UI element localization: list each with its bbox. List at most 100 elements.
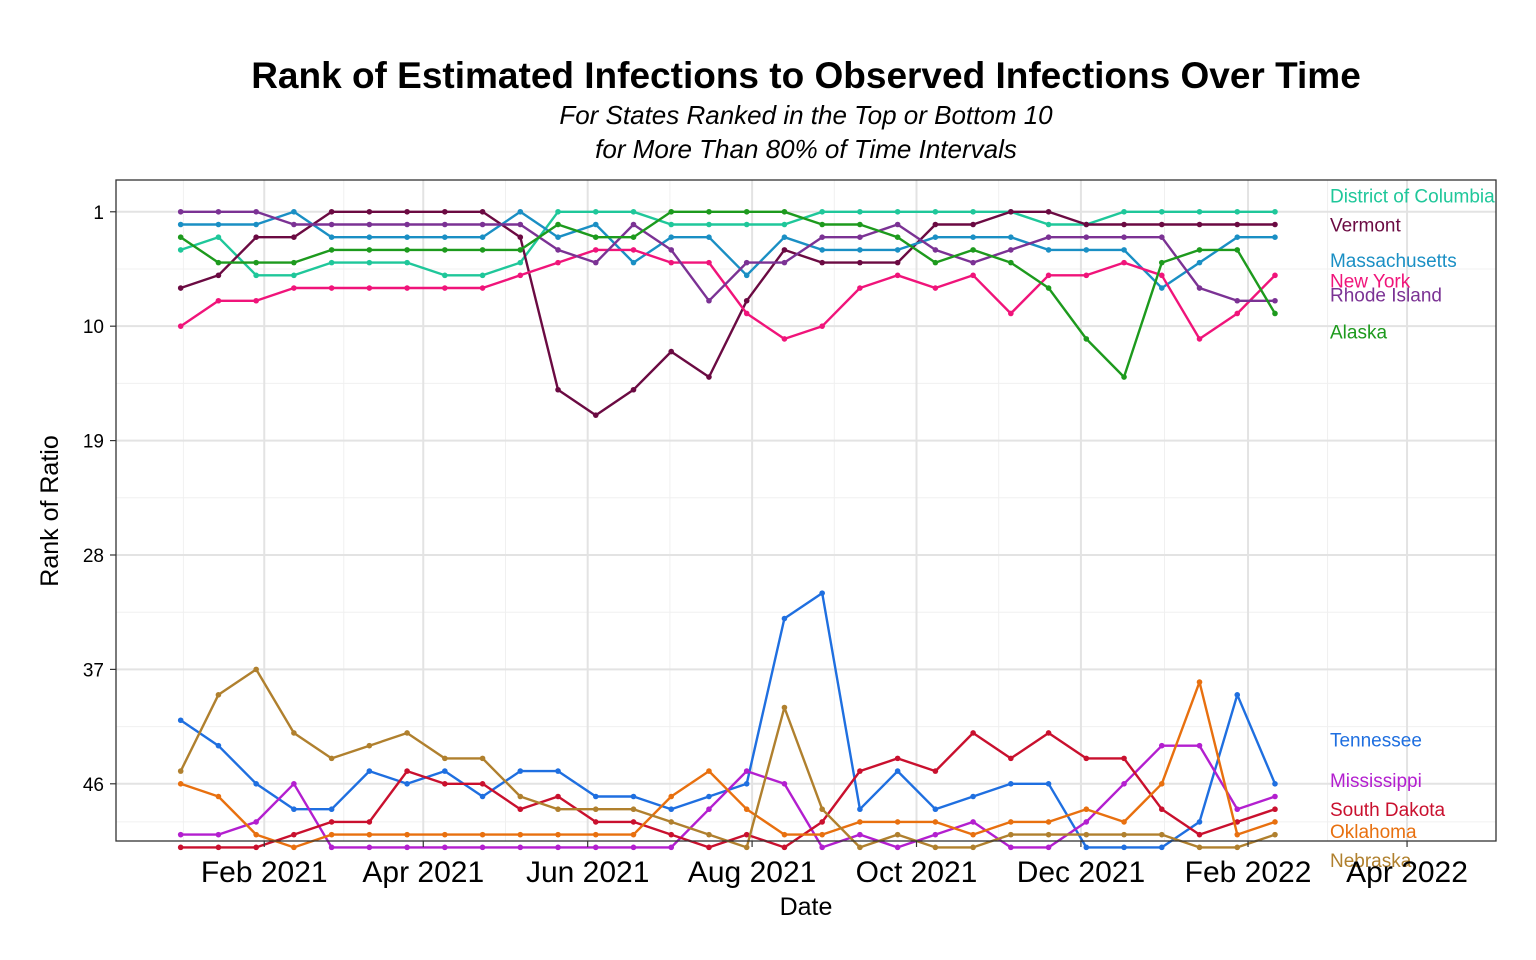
data-point (630, 208, 637, 215)
data-point (328, 208, 335, 215)
data-point (1234, 806, 1241, 813)
data-point (970, 730, 976, 736)
data-point (291, 272, 297, 279)
series-lines (177, 208, 1278, 851)
y-tick-label: 46 (83, 775, 104, 796)
data-point (517, 768, 524, 774)
data-point (743, 272, 750, 279)
series-label-massachusetts: Massachusetts (1330, 251, 1457, 272)
series-vermont (177, 208, 1278, 418)
data-point (253, 297, 259, 304)
data-point (215, 208, 222, 215)
data-point (706, 234, 712, 241)
data-point (1045, 844, 1052, 851)
data-point (1234, 208, 1241, 215)
data-point (592, 819, 599, 825)
data-point (630, 819, 637, 825)
data-point (517, 259, 524, 266)
data-point (555, 806, 561, 813)
data-point (555, 831, 561, 838)
data-point (1045, 831, 1052, 838)
data-point (366, 831, 373, 838)
data-point (1008, 831, 1014, 838)
series-label-alaska: Alaska (1330, 322, 1387, 343)
data-point (555, 247, 561, 253)
series-label-vermont: Vermont (1330, 215, 1401, 236)
data-point (291, 208, 297, 215)
data-point (1234, 234, 1241, 241)
data-point (1234, 819, 1241, 825)
data-point (630, 793, 637, 800)
data-point (1121, 208, 1127, 215)
data-point (668, 348, 675, 355)
data-point (1272, 806, 1278, 813)
data-point (781, 208, 788, 215)
data-point (328, 247, 335, 253)
data-point (857, 819, 863, 825)
data-point (1121, 831, 1127, 838)
data-point (894, 234, 901, 241)
data-point (366, 844, 373, 851)
data-point (404, 221, 410, 228)
data-point (1008, 208, 1014, 215)
data-point (253, 272, 259, 279)
data-point (442, 272, 448, 279)
data-point (970, 247, 976, 253)
data-point (1196, 247, 1203, 253)
data-point (1045, 272, 1052, 279)
data-point (1121, 259, 1127, 266)
data-point (1158, 844, 1165, 851)
data-point (743, 259, 750, 266)
data-point (253, 208, 259, 215)
series-massachusetts (177, 208, 1278, 291)
x-tick-label: Dec 2021 (1017, 856, 1145, 889)
data-point (781, 221, 788, 228)
data-point (932, 247, 939, 253)
series-line-massachusetts (180, 210, 1275, 290)
data-point (668, 259, 675, 266)
data-point (1234, 310, 1241, 317)
data-point (819, 806, 825, 813)
data-point (479, 221, 486, 228)
data-point (743, 297, 750, 304)
data-point (404, 780, 410, 787)
data-point (215, 793, 222, 800)
x-tick-label: Feb 2021 (201, 856, 328, 889)
data-point (781, 831, 788, 838)
series-label-new-york: New York (1330, 271, 1411, 292)
data-point (630, 247, 637, 253)
data-point (517, 221, 524, 228)
data-point (932, 259, 939, 266)
y-axis-ticks: 1 10 19 28 37 46 (83, 203, 116, 796)
data-point (970, 221, 976, 228)
data-point (517, 831, 524, 838)
data-point (970, 272, 976, 279)
data-point (404, 234, 410, 241)
data-point (555, 768, 561, 774)
data-point (970, 259, 976, 266)
data-point (592, 844, 599, 851)
data-point (1234, 247, 1241, 253)
data-point (215, 259, 222, 266)
data-point (781, 780, 788, 787)
data-point (404, 768, 410, 774)
data-point (1008, 780, 1014, 787)
x-tick-label: Oct 2021 (856, 856, 978, 889)
data-point (479, 844, 486, 851)
data-point (1272, 780, 1278, 787)
data-point (1121, 221, 1127, 228)
data-point (1083, 755, 1090, 762)
data-point (253, 831, 259, 838)
data-point (1158, 285, 1165, 291)
data-point (1272, 793, 1278, 800)
data-point (555, 208, 561, 215)
data-point (1008, 844, 1014, 851)
data-point (1121, 247, 1127, 253)
x-tick-label: Jun 2021 (526, 856, 649, 889)
data-point (291, 285, 297, 291)
data-point (177, 247, 184, 253)
data-point (1158, 780, 1165, 787)
data-point (668, 234, 675, 241)
data-point (743, 831, 750, 838)
data-point (970, 844, 976, 851)
